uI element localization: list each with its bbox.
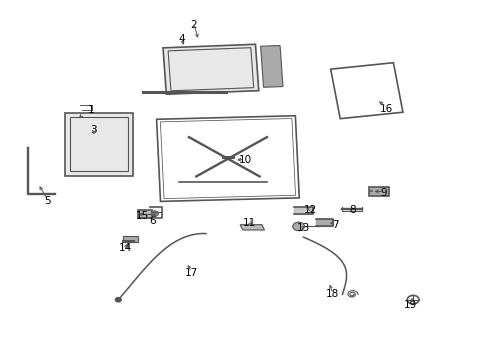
Text: 3: 3 [91, 125, 98, 135]
Circle shape [151, 211, 159, 216]
Polygon shape [123, 236, 138, 242]
Text: 19: 19 [404, 300, 417, 310]
Polygon shape [240, 225, 265, 230]
Text: 12: 12 [304, 205, 318, 215]
Circle shape [293, 222, 304, 231]
Polygon shape [138, 210, 152, 217]
Text: 9: 9 [381, 188, 387, 198]
Polygon shape [65, 113, 133, 176]
Polygon shape [261, 45, 283, 87]
Text: 14: 14 [119, 243, 132, 253]
Text: 16: 16 [380, 104, 393, 113]
Text: 18: 18 [326, 289, 339, 299]
Text: 15: 15 [136, 211, 149, 221]
Text: 8: 8 [349, 205, 356, 215]
Text: 11: 11 [243, 218, 256, 228]
Text: 5: 5 [45, 197, 51, 206]
Text: 4: 4 [178, 34, 185, 44]
Text: 2: 2 [191, 19, 197, 30]
Text: 17: 17 [185, 268, 198, 278]
Text: 10: 10 [239, 156, 251, 165]
Text: 7: 7 [332, 220, 339, 230]
Circle shape [116, 298, 121, 302]
Text: 6: 6 [149, 216, 156, 226]
Text: 13: 13 [297, 223, 310, 233]
Polygon shape [163, 44, 259, 94]
Polygon shape [369, 187, 389, 196]
Text: 1: 1 [88, 105, 95, 115]
